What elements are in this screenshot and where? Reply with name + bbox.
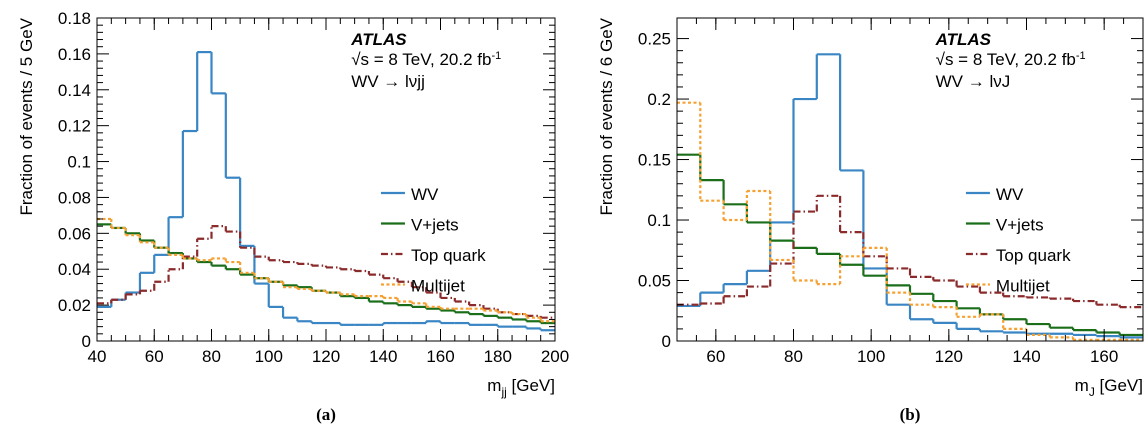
panel: 0 0.02 0.04 0.06 0.08 0.1 0.12 0.14 0.16 0.18 40 60… bbox=[17, 9, 569, 424]
x-tick-label: 100 bbox=[255, 347, 283, 366]
energy-superscript: -1 bbox=[491, 50, 501, 62]
energy-superscript: -1 bbox=[1076, 50, 1086, 62]
experiment-label: ATLAS bbox=[350, 30, 407, 49]
x-label-symbol: m bbox=[1075, 376, 1089, 395]
x-axis-label: mjj [GeV] bbox=[487, 376, 555, 399]
y-tick-label: 0.05 bbox=[638, 272, 671, 291]
energy-text: √s = 8 TeV, 20.2 fb bbox=[351, 50, 491, 69]
y-tick-label: 0.12 bbox=[58, 117, 91, 136]
legend-label: Top quark bbox=[996, 246, 1071, 265]
y-tick-label: 0 bbox=[662, 332, 671, 351]
x-label-unit: [GeV] bbox=[507, 376, 555, 395]
legend-label: V+jets bbox=[996, 216, 1044, 235]
x-tick-label: 60 bbox=[145, 347, 164, 366]
x-tick-label: 80 bbox=[784, 347, 803, 366]
x-label-unit: [GeV] bbox=[1095, 376, 1143, 395]
x-label-symbol: m bbox=[487, 376, 501, 395]
x-tick-label: 40 bbox=[88, 347, 107, 366]
x-label-subscript: J bbox=[1089, 385, 1095, 399]
legend-label: WV bbox=[411, 185, 439, 204]
y-tick-label: 0.16 bbox=[58, 45, 91, 64]
y-tick-label: 0 bbox=[82, 332, 91, 351]
x-tick-label: 100 bbox=[857, 347, 885, 366]
x-tick-label: 120 bbox=[935, 347, 963, 366]
legend-label: Multijet bbox=[411, 277, 465, 296]
y-tick-label: 0.2 bbox=[647, 90, 671, 109]
y-tick-label: 0.1 bbox=[647, 211, 671, 230]
x-tick-label: 140 bbox=[369, 347, 397, 366]
y-tick-label: 0.08 bbox=[58, 188, 91, 207]
y-tick-label: 0.06 bbox=[58, 224, 91, 243]
x-label-subscript: jj bbox=[500, 385, 506, 399]
energy-text: √s = 8 TeV, 20.2 fb bbox=[936, 50, 1076, 69]
legend-label: V+jets bbox=[411, 216, 459, 235]
x-tick-label: 160 bbox=[1090, 347, 1118, 366]
energy-label: √s = 8 TeV, 20.2 fb-1 bbox=[351, 50, 501, 69]
y-tick-label: 0.04 bbox=[58, 260, 91, 279]
panel-label: (a) bbox=[316, 405, 336, 424]
process-label: WV → lνJ bbox=[936, 72, 1011, 91]
y-tick-label: 0.18 bbox=[58, 9, 91, 28]
x-tick-label: 60 bbox=[706, 347, 725, 366]
energy-label: √s = 8 TeV, 20.2 fb-1 bbox=[936, 50, 1086, 69]
y-tick-label: 0.02 bbox=[58, 296, 91, 315]
x-tick-label: 180 bbox=[484, 347, 512, 366]
legend-label: Top quark bbox=[411, 246, 486, 265]
y-tick-label: 0.15 bbox=[638, 151, 671, 170]
x-tick-label: 200 bbox=[541, 347, 569, 366]
y-tick-label: 0.14 bbox=[58, 81, 91, 100]
panel-label: (b) bbox=[900, 405, 921, 424]
x-tick-label: 140 bbox=[1012, 347, 1040, 366]
y-axis-label: Fraction of events / 5 GeV bbox=[17, 17, 36, 215]
x-tick-label: 80 bbox=[202, 347, 221, 366]
x-tick-label: 160 bbox=[426, 347, 454, 366]
y-tick-label: 0.1 bbox=[67, 153, 91, 172]
y-axis-label: Fraction of events / 6 GeV bbox=[597, 17, 616, 215]
x-tick-label: 120 bbox=[312, 347, 340, 366]
legend-label: WV bbox=[996, 185, 1024, 204]
experiment-label: ATLAS bbox=[935, 30, 992, 49]
process-label: WV → lνjj bbox=[351, 72, 425, 91]
legend-label: Multijet bbox=[996, 277, 1050, 296]
x-axis-label: mJ [GeV] bbox=[1075, 376, 1143, 399]
y-tick-label: 0.25 bbox=[638, 30, 671, 49]
